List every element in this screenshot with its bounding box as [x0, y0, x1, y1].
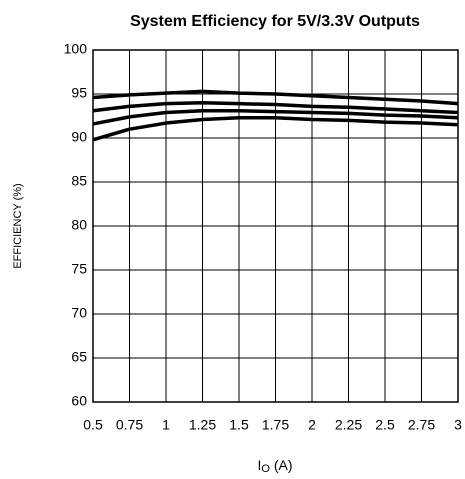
x-tick-label: 1	[162, 417, 170, 433]
x-tick-label: 2.5	[375, 417, 395, 433]
x-tick-label: 3	[454, 417, 462, 433]
y-tick-label: 85	[71, 173, 87, 189]
x-tick-label: 0.75	[116, 417, 143, 433]
x-tick-label: 1.25	[189, 417, 216, 433]
y-axis-label: EFFICIENCY (%)	[12, 183, 24, 268]
x-tick-label: 1.75	[262, 417, 289, 433]
x-tick-label: 2	[308, 417, 316, 433]
y-tick-label: 90	[71, 129, 87, 145]
x-axis-label: IO (A)	[257, 457, 292, 475]
y-tick-label: 75	[71, 261, 87, 277]
x-tick-label: 0.5	[83, 417, 103, 433]
x-tick-label: 2.75	[408, 417, 435, 433]
y-tick-label: 100	[64, 41, 88, 57]
x-label-unit: (A)	[274, 457, 293, 473]
x-tick-label: 2.25	[335, 417, 362, 433]
series-line	[92, 116, 459, 142]
x-tick-label: 1.5	[229, 417, 249, 433]
series-line	[92, 108, 459, 126]
x-label-sub: O	[261, 463, 270, 475]
y-tick-label: 95	[71, 85, 87, 101]
series-line	[92, 89, 459, 106]
plot-frame	[92, 49, 459, 403]
y-tick-label: 80	[71, 217, 87, 233]
series-line	[92, 101, 459, 115]
y-tick-label: 70	[71, 305, 87, 321]
y-tick-label: 60	[71, 393, 87, 409]
y-tick-label: 65	[71, 349, 87, 365]
x-label-main: I	[257, 457, 261, 473]
chart-title: System Efficiency for 5V/3.3V Outputs	[130, 13, 420, 30]
